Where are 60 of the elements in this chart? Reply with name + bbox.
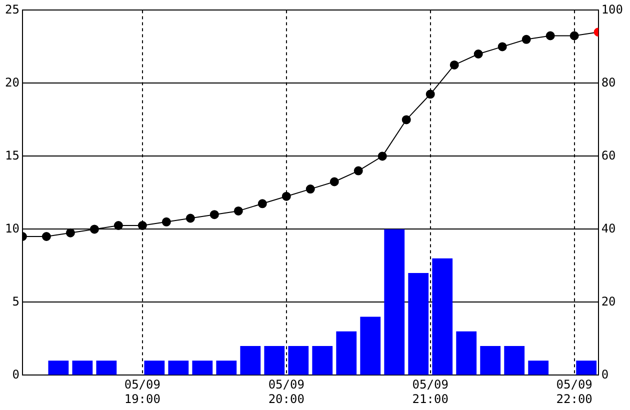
bar bbox=[192, 360, 213, 375]
bar bbox=[288, 346, 309, 375]
bar bbox=[576, 360, 597, 375]
point bbox=[66, 228, 75, 238]
point bbox=[186, 214, 195, 223]
bar bbox=[384, 229, 405, 375]
bar bbox=[528, 360, 549, 375]
y-tick-label: 15 bbox=[4, 148, 20, 162]
bar bbox=[48, 360, 69, 375]
y2-tick-label: 100 bbox=[601, 2, 624, 16]
point bbox=[234, 206, 243, 216]
x-tick-label: 05/09 21:00 bbox=[412, 378, 448, 406]
bar bbox=[504, 346, 525, 375]
point bbox=[210, 210, 219, 220]
y2-tick-label: 60 bbox=[601, 148, 616, 162]
y2-tick-label: 20 bbox=[601, 294, 616, 308]
y-tick-label: 5 bbox=[12, 294, 20, 308]
point bbox=[570, 31, 579, 40]
point bbox=[90, 224, 99, 234]
y-tick-label: 25 bbox=[4, 2, 20, 16]
bar bbox=[312, 346, 333, 375]
point bbox=[258, 199, 267, 208]
bar bbox=[456, 331, 477, 375]
bar bbox=[144, 360, 165, 375]
y-tick-label: 10 bbox=[4, 221, 20, 236]
bar bbox=[480, 346, 501, 375]
point bbox=[402, 115, 411, 124]
point bbox=[42, 232, 51, 241]
bar bbox=[96, 360, 117, 375]
point bbox=[114, 221, 123, 230]
y-tick-label: 0 bbox=[12, 367, 20, 382]
y2-tick-label: 0 bbox=[601, 367, 609, 382]
bar bbox=[408, 273, 429, 375]
point bbox=[426, 90, 435, 99]
bar bbox=[336, 331, 357, 375]
point bbox=[546, 31, 555, 40]
x-tick-label: 05/09 20:00 bbox=[268, 378, 304, 406]
y2-tick-label: 80 bbox=[601, 75, 616, 90]
bar bbox=[360, 316, 381, 375]
x-tick-label: 05/09 22:00 bbox=[556, 378, 592, 406]
point bbox=[450, 60, 459, 70]
point bbox=[474, 50, 483, 58]
point bbox=[282, 192, 291, 201]
bar bbox=[216, 360, 237, 375]
point bbox=[138, 221, 147, 230]
point bbox=[522, 34, 531, 44]
y2-tick-label: 40 bbox=[601, 221, 616, 236]
y-tick-label: 20 bbox=[4, 75, 20, 90]
bar bbox=[264, 346, 285, 375]
bar bbox=[72, 360, 93, 375]
x-tick-label: 05/09 19:00 bbox=[124, 378, 160, 406]
bar bbox=[432, 258, 453, 375]
bar bbox=[240, 346, 261, 375]
point bbox=[330, 177, 339, 186]
point bbox=[498, 42, 507, 52]
point bbox=[162, 217, 171, 226]
point bbox=[354, 166, 363, 176]
bar bbox=[168, 360, 189, 375]
point bbox=[306, 184, 315, 194]
point bbox=[378, 152, 387, 161]
